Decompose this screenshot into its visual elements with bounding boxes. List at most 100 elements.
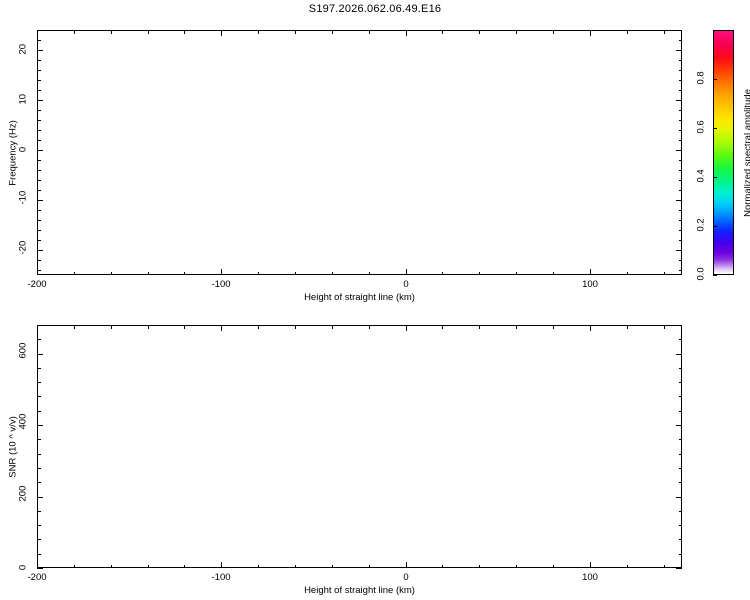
- spectrogram-ytick-minor-right: [678, 230, 682, 231]
- snr-ytick-minor: [37, 439, 41, 440]
- snr-xtick-minor: [111, 564, 112, 568]
- colorbar-ticklabel: 0.8: [695, 71, 707, 85]
- spectrogram-ytick-minor-right: [678, 150, 682, 151]
- snr-ytick-minor-right: [678, 482, 682, 483]
- snr-ytick-minor: [37, 468, 41, 469]
- colorbar-gradient: [713, 30, 734, 275]
- spectrogram-xtick-minor-top: [442, 30, 443, 34]
- snr-xtick-minor: [221, 564, 222, 568]
- snr-ytick-minor-right: [678, 382, 682, 383]
- colorbar-tick: [713, 275, 717, 276]
- snr-xtick-minor: [332, 564, 333, 568]
- spectrogram-xtick-minor-top: [664, 30, 665, 34]
- spectrogram-xtick-minor-top: [553, 30, 554, 34]
- spectrogram-ytick-minor-right: [678, 200, 682, 201]
- colorbar-label: Normalized spectral amplitude: [742, 88, 750, 217]
- spectrogram-ytick-minor: [37, 70, 41, 71]
- snr-ytick-minor: [37, 325, 41, 326]
- snr-ytick-minor: [37, 339, 41, 340]
- spectrogram-xtick-minor: [295, 271, 296, 275]
- spectrogram-xtick-minor-top: [590, 30, 591, 34]
- snr-xtick-minor-top: [664, 325, 665, 329]
- snr-ytick-minor-right: [678, 525, 682, 526]
- spectrogram-xtick-minor-top: [627, 30, 628, 34]
- snr-xtick-minor-top: [37, 325, 38, 329]
- spectrogram-ytick-minor-right: [678, 130, 682, 131]
- snr-xticklabel: -200: [27, 572, 47, 583]
- spectrogram-ytick-minor: [37, 50, 41, 51]
- snr-xticklabel: 100: [582, 572, 598, 583]
- snr-xtick-minor: [479, 564, 480, 568]
- snr-ytick-minor-right: [678, 454, 682, 455]
- snr-ytick-minor-right: [678, 325, 682, 326]
- spectrogram-xtick-minor-top: [221, 30, 222, 34]
- spectrogram-xtick-minor: [332, 271, 333, 275]
- snr-xtick-minor-top: [590, 325, 591, 329]
- spectrogram-ytick-minor-right: [678, 120, 682, 121]
- snr-ytick-minor: [37, 382, 41, 383]
- spectrogram-xtick-minor: [442, 271, 443, 275]
- spectrogram-xtick-minor-top: [332, 30, 333, 34]
- spectrogram-xtick-minor: [74, 271, 75, 275]
- snr-xtick-minor-top: [479, 325, 480, 329]
- snr-xtick-minor: [664, 564, 665, 568]
- snr-xtick-minor: [406, 564, 407, 568]
- snr-xtick-minor-top: [111, 325, 112, 329]
- snr-xtick-minor-top: [148, 325, 149, 329]
- snr-ytick-minor-right: [678, 396, 682, 397]
- spectrogram-xtick-minor: [664, 271, 665, 275]
- snr-ytick-minor: [37, 511, 41, 512]
- spectrogram-ytick-minor: [37, 60, 41, 61]
- spectrogram-xtick-minor: [369, 271, 370, 275]
- spectrogram-ytick-minor-right: [678, 180, 682, 181]
- spectrogram-ytick-minor-right: [678, 240, 682, 241]
- spectrogram-xtick-minor-top: [148, 30, 149, 34]
- spectrogram-yticklabel: -20: [17, 240, 29, 255]
- colorbar-ticklabel: 0.2: [695, 218, 707, 232]
- spectrogram-axes-frame: [37, 30, 682, 275]
- spectrogram-ytick-minor: [37, 250, 41, 251]
- spectrogram-xtick-minor-top: [516, 30, 517, 34]
- spectrogram-xtick-minor: [590, 271, 591, 275]
- spectrogram-xtick-minor-top: [111, 30, 112, 34]
- snr-xtick-minor: [442, 564, 443, 568]
- spectrogram-ytick-minor: [37, 260, 41, 261]
- snr-xtick-minor: [258, 564, 259, 568]
- spectrogram-xtick-minor-top: [369, 30, 370, 34]
- spectrogram-ytick-minor-right: [678, 160, 682, 161]
- snr-xtick-minor: [590, 564, 591, 568]
- snr-ytick-minor: [37, 368, 41, 369]
- snr-ytick-minor: [37, 454, 41, 455]
- spectrogram-ytick-minor-right: [678, 250, 682, 251]
- snr-xtick-minor-top: [627, 325, 628, 329]
- spectrogram-yticklabel: 10: [17, 93, 29, 105]
- snr-ytick-minor: [37, 539, 41, 540]
- spectrogram-ytick-minor-right: [678, 30, 682, 31]
- snr-xtick-minor-top: [369, 325, 370, 329]
- snr-yticklabel: 200: [17, 485, 29, 502]
- spectrogram-xtick-minor-top: [406, 30, 407, 34]
- spectrogram-ytick-minor-right: [678, 260, 682, 261]
- figure-title: S197.2026.062.06.49.E16: [308, 3, 442, 15]
- spectrogram-xtick-minor-top: [258, 30, 259, 34]
- spectrogram-ytick-minor: [37, 130, 41, 131]
- spectrogram-ytick-minor-right: [678, 60, 682, 61]
- snr-xtick-minor-top: [406, 325, 407, 329]
- snr-ytick-minor-right: [678, 354, 682, 355]
- spectrogram-xtick-minor: [553, 271, 554, 275]
- snr-ytick-minor: [37, 425, 41, 426]
- spectrogram-ytick-minor-right: [678, 110, 682, 111]
- colorbar-ticklabel: 0.0: [695, 267, 707, 281]
- colorbar-tick: [713, 128, 717, 129]
- spectrogram-ytick-minor-right: [678, 100, 682, 101]
- spectrogram-ytick-minor: [37, 150, 41, 151]
- colorbar-tick: [713, 226, 717, 227]
- snr-ytick-minor: [37, 482, 41, 483]
- snr-xtick-minor: [148, 564, 149, 568]
- snr-xtick-minor: [369, 564, 370, 568]
- snr-ytick-minor: [37, 497, 41, 498]
- snr-ytick-minor-right: [678, 539, 682, 540]
- spectrogram-ytick-minor-right: [678, 170, 682, 171]
- spectrogram-ytick-minor-right: [678, 90, 682, 91]
- spectrogram-xtick-minor: [516, 271, 517, 275]
